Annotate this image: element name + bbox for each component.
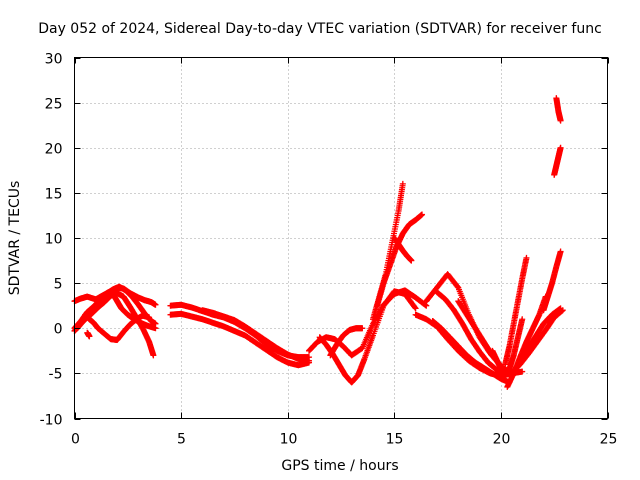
y-tick-label: 5	[54, 277, 63, 293]
data-point	[359, 325, 366, 332]
y-tick-label: 20	[45, 142, 63, 158]
y-axis-label: SDTVAR / TECUs	[7, 181, 23, 296]
series-track-8	[167, 310, 313, 369]
series-track-22	[502, 254, 530, 368]
data-point	[306, 357, 313, 364]
data-point	[419, 211, 426, 218]
series-track-9	[199, 307, 313, 364]
data-point	[557, 144, 564, 151]
y-tick-labels: -10 -5 0 5 10 15 20 25 30	[40, 52, 63, 429]
data-point	[411, 304, 418, 311]
chart-title: Day 052 of 2024, Sidereal Day-to-day VTE…	[38, 21, 602, 37]
series-track-6	[84, 329, 93, 340]
data-point	[399, 180, 406, 187]
data-point	[557, 248, 564, 255]
x-tick-label: 25	[600, 432, 618, 448]
axis-ticks	[74, 57, 609, 420]
x-tick-label: 20	[493, 432, 511, 448]
x-tick-labels: 0 5 10 15 20 25	[71, 432, 617, 448]
y-tick-label: 30	[45, 52, 63, 68]
y-tick-label: 25	[45, 97, 63, 113]
data-point	[86, 333, 93, 340]
series-track-27	[551, 144, 564, 178]
data-point	[519, 368, 526, 375]
y-tick-label: 15	[45, 187, 63, 203]
series-track-19	[429, 318, 513, 386]
data-point	[557, 117, 564, 124]
series-track-15	[391, 235, 415, 264]
y-tick-label: 10	[45, 232, 63, 248]
series-track-12	[327, 325, 366, 359]
series-track-21	[489, 316, 526, 377]
series-track-14	[374, 211, 426, 309]
data-markers	[71, 95, 566, 390]
series-track-25	[514, 305, 564, 368]
y-tick-label: 0	[54, 322, 63, 338]
series-track-4	[82, 311, 153, 343]
y-tick-label: -5	[49, 367, 63, 383]
data-point	[523, 254, 530, 261]
data-point	[152, 301, 159, 308]
data-point	[408, 257, 415, 264]
x-tick-label: 15	[386, 432, 404, 448]
series-track-5	[109, 290, 159, 332]
x-tick-label: 5	[177, 432, 186, 448]
x-tick-label: 0	[71, 432, 80, 448]
data-point	[412, 305, 419, 312]
data-point	[152, 325, 159, 332]
data-point	[146, 314, 153, 321]
series-track-28	[553, 95, 564, 124]
series-track-26	[540, 248, 564, 314]
data-point	[519, 316, 526, 323]
data-point	[150, 352, 157, 359]
y-tick-label: -10	[40, 413, 63, 429]
x-axis-label: GPS time / hours	[281, 458, 398, 474]
data-point	[557, 305, 564, 312]
x-tick-label: 10	[280, 432, 298, 448]
